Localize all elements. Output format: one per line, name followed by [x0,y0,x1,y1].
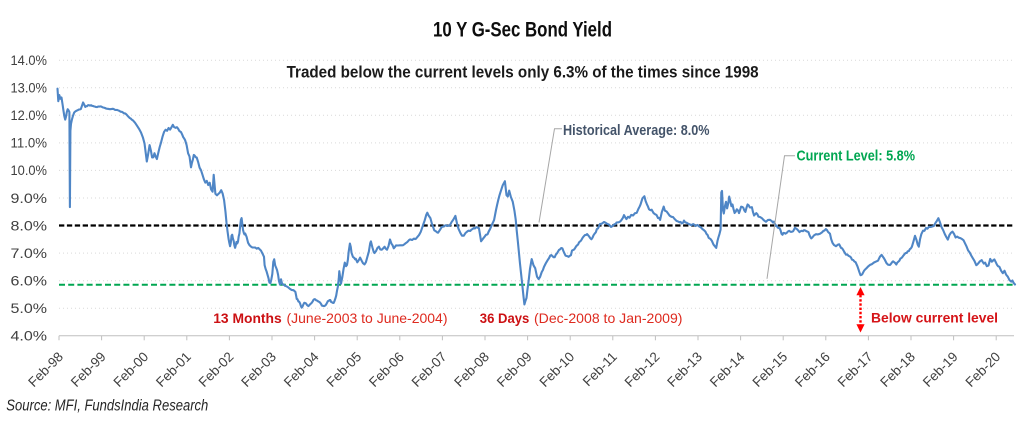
svg-text:10.0%: 10.0% [11,162,48,178]
svg-text:8.0%: 8.0% [11,217,48,233]
svg-text:12.0%: 12.0% [11,107,48,123]
svg-text:Below current level: Below current level [871,310,998,326]
svg-text:36 Days: 36 Days [480,310,530,326]
svg-text:5.0%: 5.0% [11,300,48,316]
svg-text:10 Y G-Sec Bond Yield: 10 Y G-Sec Bond Yield [433,18,612,42]
svg-text:13.0%: 13.0% [11,80,48,96]
svg-text:9.0%: 9.0% [11,190,48,206]
svg-text:Traded below the current level: Traded below the current levels only 6.3… [287,64,759,82]
svg-text:(Dec-2008 to Jan-2009): (Dec-2008 to Jan-2009) [534,310,683,326]
svg-text:4.0%: 4.0% [11,328,48,344]
svg-text:14.0%: 14.0% [11,52,48,68]
svg-text:11.0%: 11.0% [11,135,48,151]
svg-text:Historical Average: 8.0%: Historical Average: 8.0% [563,122,710,139]
svg-text:6.0%: 6.0% [11,273,48,289]
svg-text:(June-2003 to June-2004): (June-2003 to June-2004) [287,310,448,326]
svg-text:13 Months: 13 Months [213,310,282,326]
svg-text:Source: MFI, FundsIndia Resear: Source: MFI, FundsIndia Research [6,398,208,415]
svg-text:Current Level: 5.8%: Current Level: 5.8% [797,147,916,164]
svg-text:7.0%: 7.0% [11,245,48,261]
